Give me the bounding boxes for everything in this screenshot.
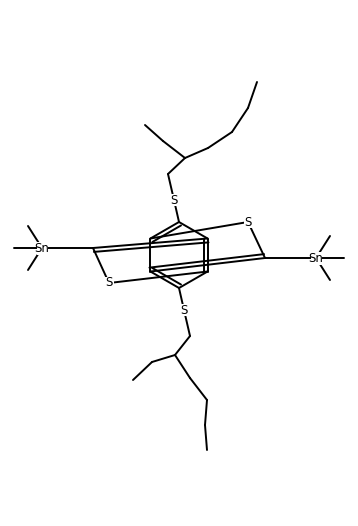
Text: S: S (180, 304, 188, 317)
Text: Sn: Sn (309, 251, 323, 265)
Bar (179, 304, 189, 316)
Bar (37, 241, 48, 255)
Text: S: S (244, 216, 252, 228)
Bar (105, 277, 113, 289)
Bar (243, 216, 252, 228)
Text: Sn: Sn (35, 241, 49, 255)
Bar (310, 251, 321, 265)
Text: S: S (170, 194, 178, 207)
Text: S: S (105, 277, 113, 289)
Bar (169, 194, 179, 206)
